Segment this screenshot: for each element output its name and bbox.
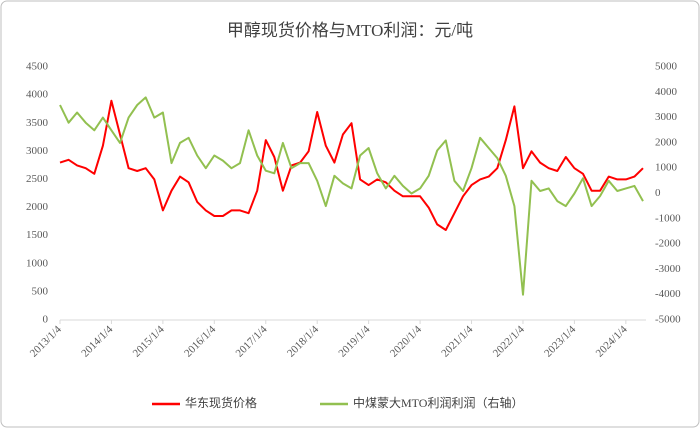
y2-tick-label: 5000 (655, 61, 678, 73)
legend-label: 华东现货价格 (185, 395, 257, 410)
y2-tick-label: 0 (655, 187, 661, 199)
y-tick-label: 3000 (26, 145, 49, 157)
y2-tick-label: 1000 (655, 162, 678, 174)
legend-label: 中煤蒙大MTO利润利润（右轴） (353, 395, 523, 410)
y2-tick-label: -3000 (655, 263, 681, 275)
chart-title: 甲醇现货价格与MTO利润：元/吨 (227, 21, 473, 40)
series-line (59, 96, 644, 296)
y2-tick-label: -5000 (655, 314, 681, 326)
y2-tick-label: 2000 (655, 136, 678, 148)
y-tick-label: 3500 (26, 117, 49, 129)
y-tick-label: 500 (32, 285, 49, 297)
y2-tick-label: -4000 (655, 288, 681, 300)
y2-tick-label: 4000 (655, 86, 678, 98)
y-tick-label: 1000 (26, 257, 49, 269)
y-tick-label: 0 (43, 314, 49, 326)
y-tick-label: 1500 (26, 229, 49, 241)
y-tick-label: 2000 (26, 201, 49, 213)
y-tick-label: 2500 (26, 173, 49, 185)
y2-tick-label: 3000 (655, 111, 678, 123)
y-tick-label: 4000 (26, 89, 49, 101)
y-tick-label: 4500 (26, 61, 49, 73)
y2-tick-label: -2000 (655, 238, 681, 250)
series-line (59, 99, 644, 231)
y2-tick-label: -1000 (655, 212, 681, 224)
